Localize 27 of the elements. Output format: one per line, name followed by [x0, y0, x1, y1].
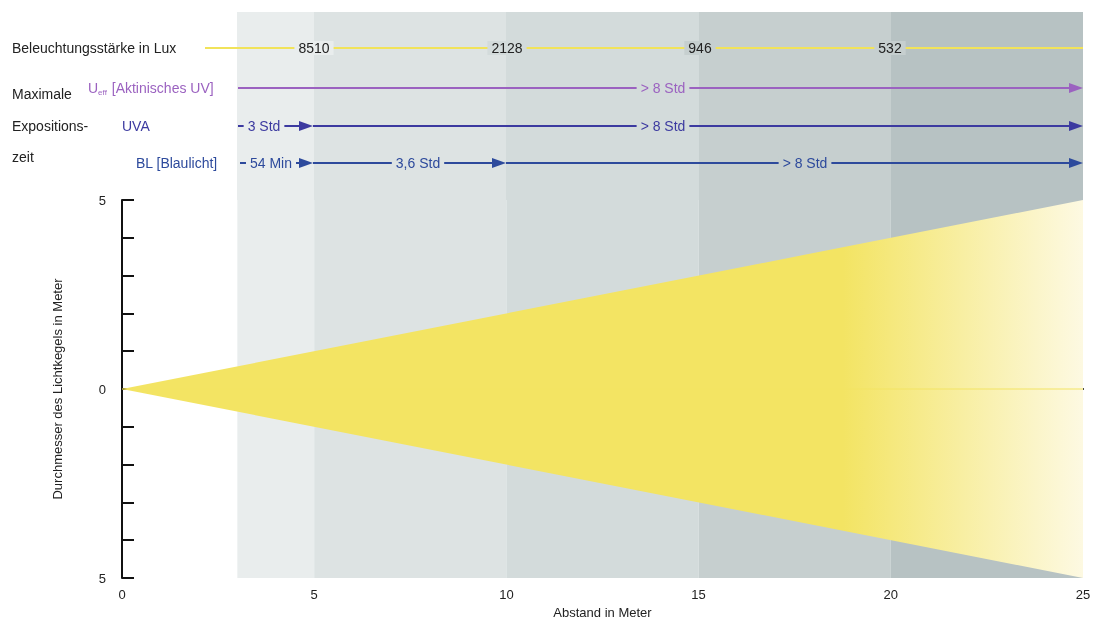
- text: 54 Min: [249, 155, 293, 171]
- text: zeit: [12, 149, 34, 165]
- text: 532: [878, 40, 902, 56]
- text: 2128: [491, 40, 523, 56]
- text: BL [Blaulicht]: [136, 155, 218, 171]
- text: UVA: [122, 118, 151, 134]
- y-tick-label: 5: [98, 192, 106, 208]
- y-tick-label: 0: [98, 381, 106, 397]
- x-tick-label: 15: [691, 587, 706, 602]
- text: 3 Std: [247, 118, 281, 134]
- text: Maximale: [12, 86, 73, 102]
- x-tick-label: 5: [310, 587, 318, 602]
- x-tick-label: 10: [499, 587, 514, 602]
- text: 946: [688, 40, 712, 56]
- text: Beleuchtungsstärke in Lux: [12, 40, 177, 56]
- text: > 8 Std: [640, 118, 686, 134]
- x-tick-label: 25: [1075, 587, 1091, 602]
- text: 3,6 Std: [395, 155, 441, 171]
- y-tick-label: 5: [98, 570, 106, 586]
- x-axis-title: Abstand in Meter: [553, 604, 653, 620]
- text: > 8 Std: [640, 80, 686, 96]
- y-axis-title: Durchmesser des Lichtkegels in Meter: [50, 277, 65, 500]
- text: > 8 Std: [782, 155, 828, 171]
- x-tick-label: 0: [118, 587, 126, 602]
- text: 8510: [298, 40, 330, 56]
- x-tick-label: 20: [883, 587, 899, 602]
- text: Expositions-: [12, 118, 89, 134]
